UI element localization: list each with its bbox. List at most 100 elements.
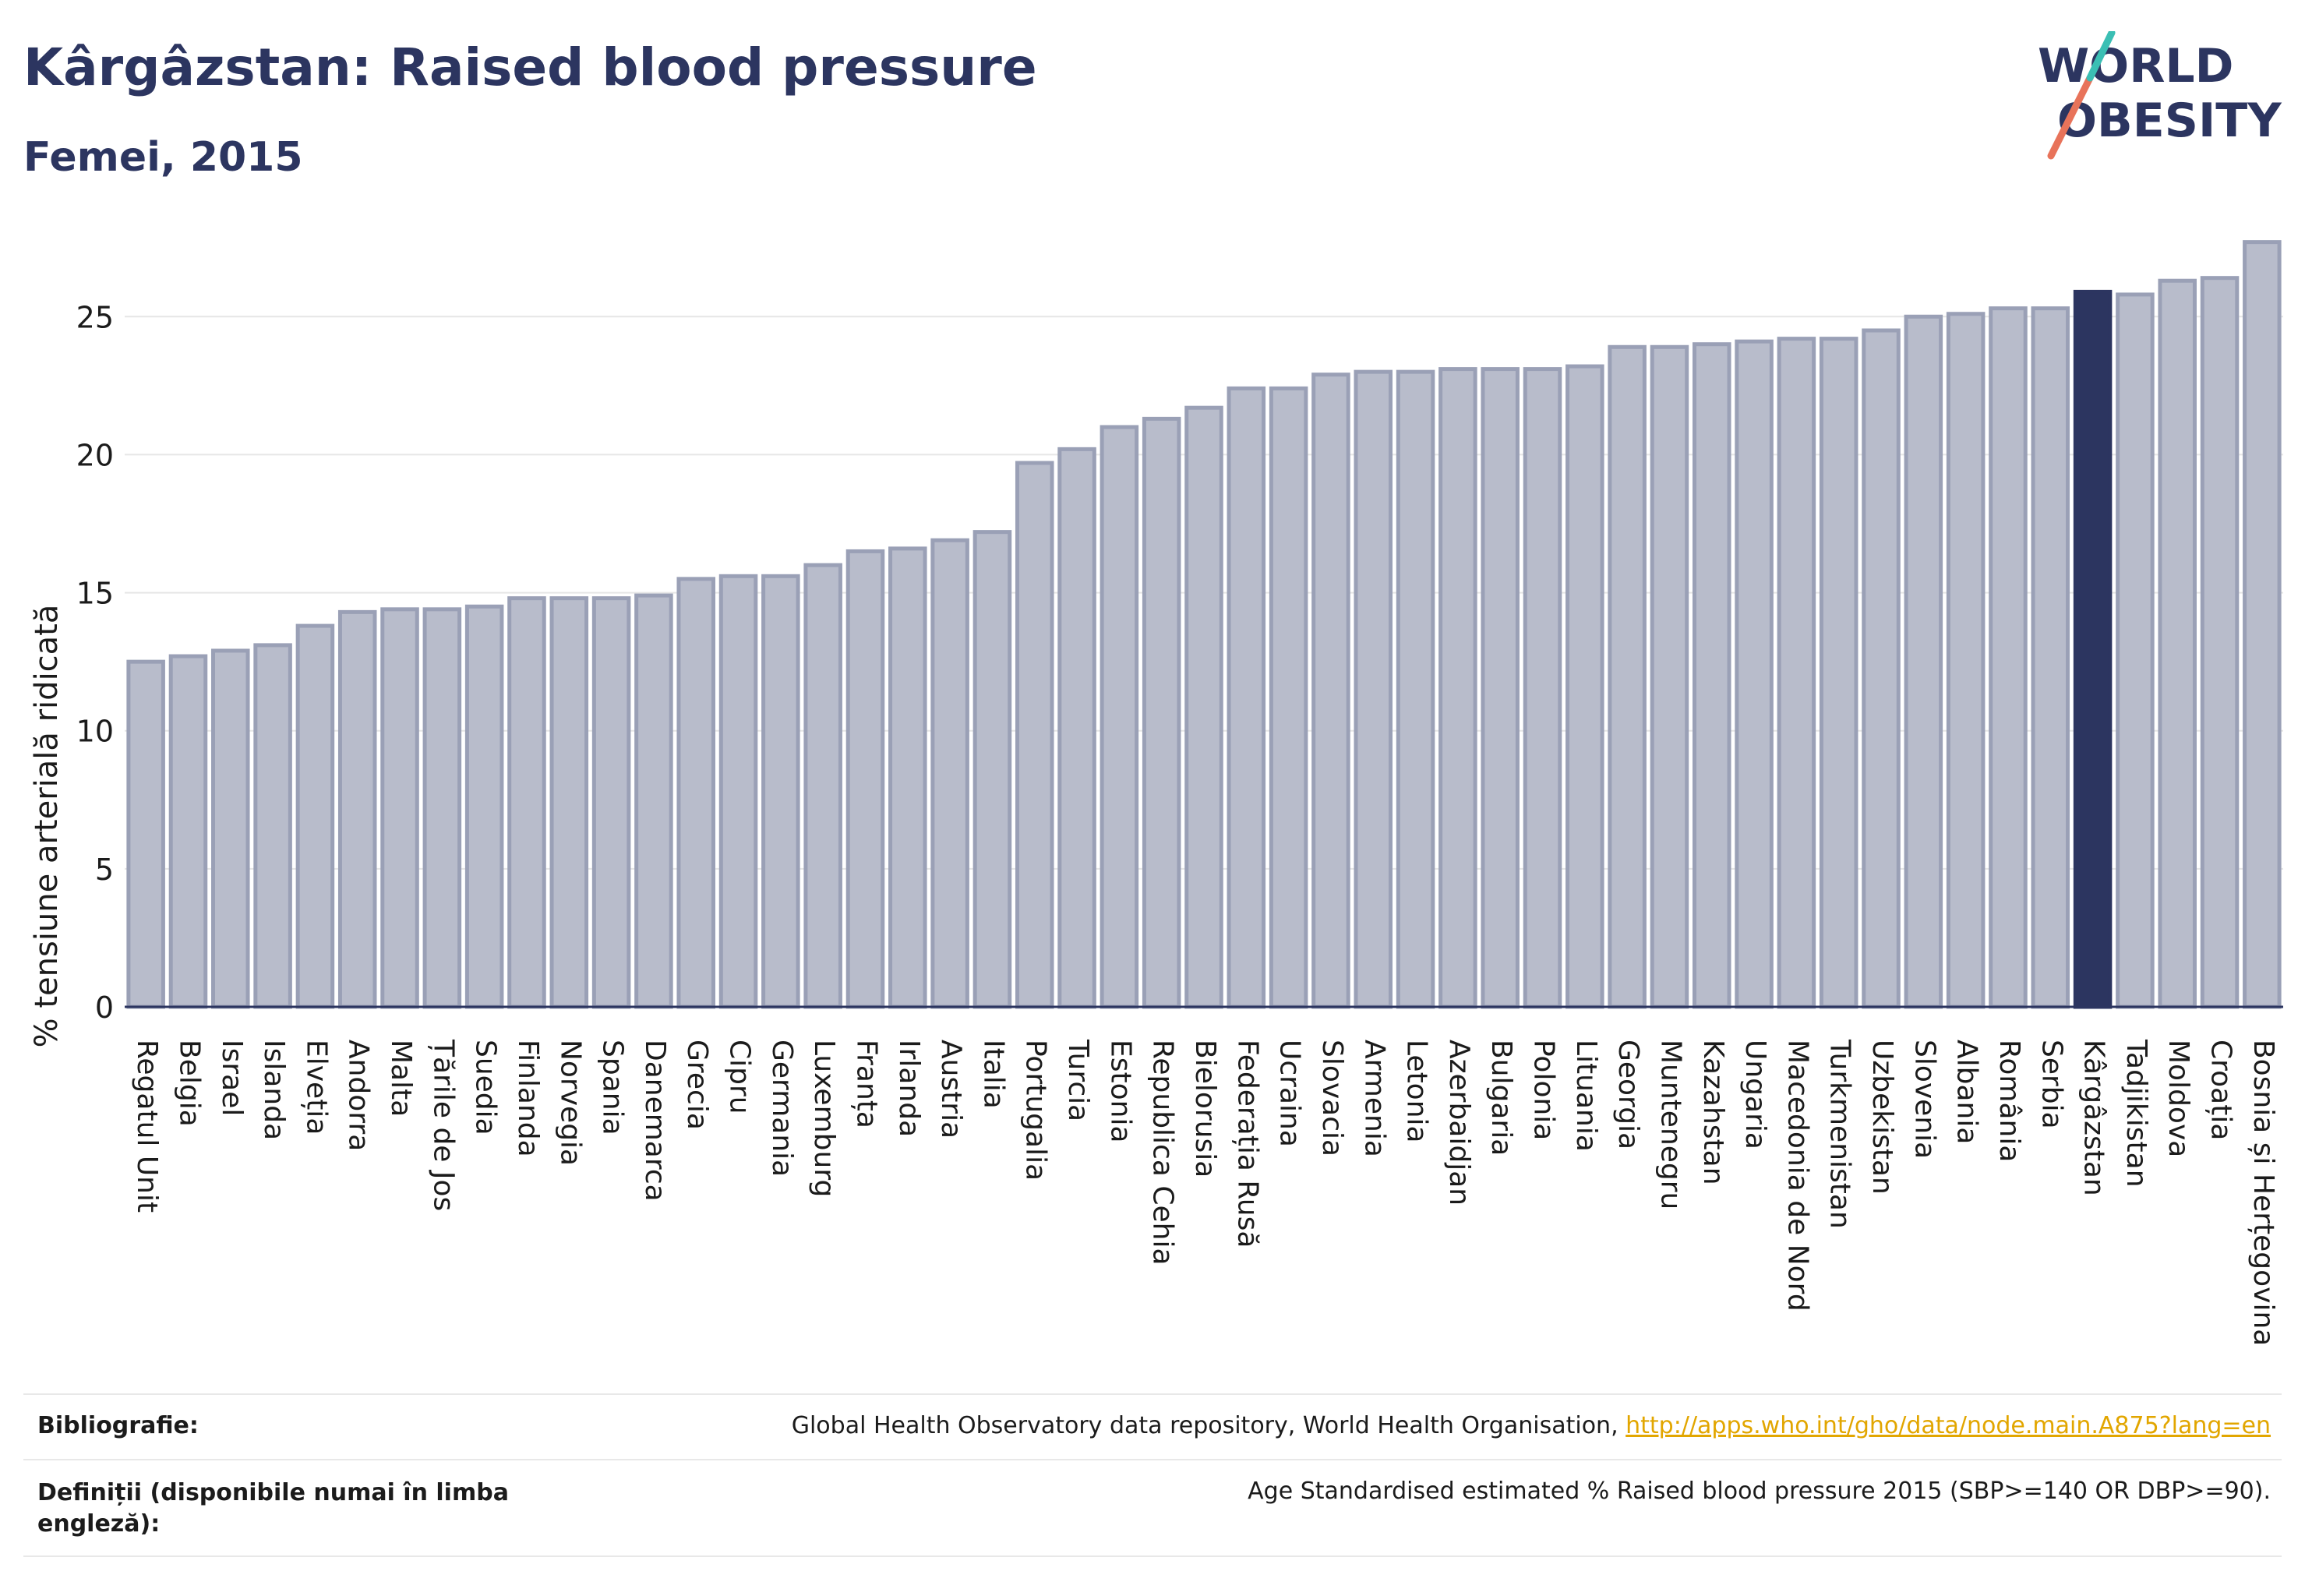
bar [211, 648, 250, 1009]
bar [1735, 339, 1774, 1009]
bibliography-source: Global Health Observatory data repositor… [792, 1412, 2271, 1439]
bar [337, 609, 377, 1009]
x-tick-label: Irlanda [893, 1040, 925, 1137]
logo-text-obesity: OBESITY [2057, 94, 2282, 148]
footer-divider-bottom [23, 1555, 2282, 1557]
definitions-row: Definiții (disponibile numai în limba eng… [23, 1478, 2282, 1548]
x-tick-label: Elveția [300, 1040, 332, 1135]
x-tick-label: Franța [850, 1040, 882, 1128]
x-tick-label: Bielorusia [1189, 1040, 1221, 1178]
x-tick-label: Austria [935, 1040, 967, 1139]
x-tick-label: Malta [385, 1040, 417, 1117]
bar [1184, 405, 1223, 1009]
x-tick-label: Macedonia de Nord [1781, 1040, 1813, 1312]
x-tick-label: Italia [977, 1040, 1009, 1109]
bar [634, 593, 673, 1009]
logo-slash-red [2047, 74, 2094, 160]
y-tick-label: 20 [76, 438, 114, 472]
x-tick-label: Croația [2205, 1040, 2237, 1140]
bar [1354, 369, 1393, 1009]
x-tick-label: Letonia [1401, 1040, 1433, 1143]
bar [1777, 337, 1816, 1009]
bar [1269, 386, 1308, 1009]
x-tick-label: Moldova [2162, 1040, 2194, 1157]
bar [2116, 292, 2155, 1009]
bar [1946, 312, 1986, 1009]
x-tick-label: Germania [766, 1040, 798, 1177]
definitions-text: Age Standardised estimated % Raised bloo… [1248, 1478, 2271, 1505]
x-tick-label: Georgia [1612, 1040, 1644, 1149]
bar [1650, 344, 1689, 1009]
x-tick-label: Azerbaidjan [1443, 1040, 1475, 1206]
y-tick-label: 5 [95, 853, 114, 887]
definitions-label-line2: engleză): [37, 1510, 161, 1538]
bar [507, 596, 546, 1009]
world-obesity-logo: WORLD OBESITY [2038, 31, 2282, 160]
bar [676, 577, 716, 1009]
bar [1523, 367, 1562, 1009]
bar [1989, 306, 2028, 1009]
x-tick-label: România [1993, 1040, 2025, 1162]
x-tick-label: Finlanda [512, 1040, 544, 1157]
bar [1057, 447, 1096, 1009]
bar [168, 654, 208, 1009]
x-tick-label: Turkmenistan [1824, 1039, 1856, 1229]
x-tick-label: Estonia [1104, 1040, 1136, 1143]
logo-slash-teal [2086, 31, 2116, 82]
x-tick-label: Țările de Jos [427, 1039, 459, 1211]
x-tick-label: Slovenia [1908, 1040, 1940, 1159]
x-tick-label: Turcia [1062, 1039, 1094, 1121]
bar [1565, 364, 1604, 1009]
footer-divider-middle [23, 1459, 2282, 1460]
bar [126, 659, 165, 1009]
x-tick-label: Armenia [1358, 1040, 1390, 1157]
x-tick-label: Polonia [1528, 1040, 1560, 1140]
x-tick-label: Spania [597, 1040, 629, 1135]
x-tick-label: Luxemburg [808, 1040, 840, 1197]
bar [972, 530, 1012, 1009]
x-tick-label: Regatul Unit [131, 1040, 163, 1213]
bar [930, 538, 969, 1009]
x-tick-label: Federația Rusă [1231, 1040, 1263, 1248]
bar [888, 546, 927, 1009]
x-tick-label: Cipru [724, 1040, 756, 1114]
bar [591, 596, 631, 1009]
x-tick-label: Kârgâzstan [2078, 1040, 2110, 1196]
y-tick-label: 25 [76, 300, 114, 334]
bar [2158, 278, 2197, 1009]
bar [464, 604, 504, 1009]
x-tick-label: Lituania [1570, 1040, 1602, 1152]
x-tick-label: Slovacia [1316, 1040, 1348, 1156]
x-tick-label: Bulgaria [1485, 1040, 1517, 1156]
chart-subtitle: Femei, 2015 [23, 134, 303, 181]
chart-title: Kârgâzstan: Raised blood pressure [23, 37, 1037, 97]
bar [1311, 373, 1350, 1009]
bar [1100, 425, 1139, 1009]
y-tick-label: 0 [95, 990, 114, 1025]
bibliography-text: Global Health Observatory data repositor… [791, 1412, 1626, 1439]
bibliography-link[interactable]: http://apps.who.int/gho/data/node.main.A… [1626, 1412, 2271, 1439]
bar [2200, 276, 2240, 1009]
x-tick-label: Uzbekistan [1866, 1040, 1898, 1195]
y-tick-label: 10 [76, 715, 114, 749]
x-tick-label: Ucraina [1274, 1040, 1306, 1147]
bar [1904, 314, 1943, 1009]
x-tick-label: Norvegia [554, 1040, 586, 1166]
definitions-label-line1: Definiții (disponibile numai în limba [37, 1479, 509, 1506]
bar [1481, 367, 1520, 1009]
x-tick-label: Belgia [173, 1040, 205, 1127]
x-tick-label: Serbia [2035, 1040, 2067, 1129]
bar [1227, 386, 1266, 1009]
bar [1396, 369, 1435, 1009]
bibliography-label: Bibliografie: [37, 1412, 199, 1439]
bar [761, 574, 800, 1009]
bar [803, 563, 842, 1009]
bar [1819, 337, 1858, 1009]
bar [2243, 240, 2282, 1009]
bar [422, 607, 462, 1009]
x-tick-label: Grecia [681, 1040, 713, 1130]
x-tick-label: Andorra [343, 1040, 375, 1151]
bar [1438, 367, 1477, 1009]
x-tick-label: Tadjikistan [2120, 1039, 2152, 1188]
x-tick-label: Ungaria [1739, 1040, 1771, 1149]
